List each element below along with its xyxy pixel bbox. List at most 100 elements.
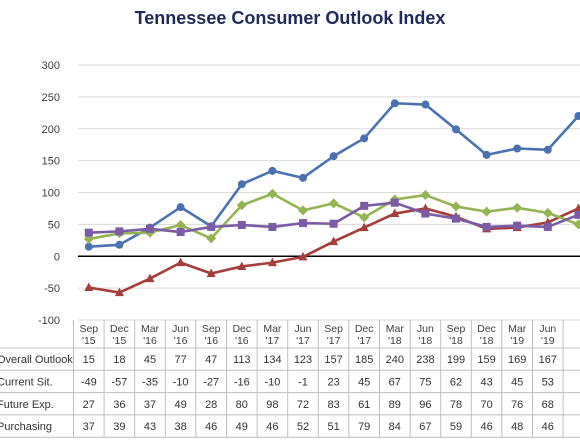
x-tick-label: Jun <box>295 323 312 335</box>
x-tick-label: '16 <box>143 335 157 347</box>
table-cell-value: 59 <box>450 421 462 433</box>
table-cell-value: 75 <box>419 376 431 388</box>
table-cell-value: -10 <box>264 376 280 388</box>
y-tick-label: 250 <box>42 92 60 104</box>
x-tick-label: Mar <box>508 323 527 335</box>
data-point <box>452 125 460 134</box>
x-tick-label: '15 <box>113 335 127 347</box>
table-cell-value: 36 <box>113 399 125 411</box>
x-tick-label: '19 <box>541 335 555 347</box>
table-cell-value: 45 <box>358 376 370 388</box>
data-point <box>329 236 339 246</box>
table-cell-value: 68 <box>542 399 554 411</box>
data-point <box>237 261 247 270</box>
x-tick-label: '18 <box>449 335 463 347</box>
x-tick-label: Dec <box>232 323 251 335</box>
table-cell-value: 27 <box>83 399 95 411</box>
table-cell-value: 28 <box>205 399 217 411</box>
table-cell-value: 61 <box>358 399 370 411</box>
x-tick-label: '19 <box>510 335 524 347</box>
data-point <box>176 203 185 212</box>
data-point <box>267 188 278 199</box>
data-point <box>84 228 93 237</box>
x-tick-label: Sep <box>447 323 466 335</box>
data-point <box>513 144 522 153</box>
table-cell-value: 53 <box>542 376 554 388</box>
y-tick-label: 150 <box>42 156 60 168</box>
x-tick-label: Sep <box>324 323 343 335</box>
data-point <box>268 166 277 175</box>
y-tick-label: 100 <box>42 188 60 200</box>
table-cell-value: 159 <box>477 354 495 366</box>
legend-entry: Purchasing <box>0 421 52 433</box>
y-tick-label: 0 <box>54 251 60 263</box>
data-point <box>360 201 369 210</box>
data-point <box>206 268 216 277</box>
table-cell-value: 199 <box>447 354 465 366</box>
data-point <box>329 219 338 228</box>
table-cell-value: 67 <box>419 421 431 433</box>
table-cell-value: 18 <box>113 354 125 366</box>
table-cell-value: 46 <box>542 421 554 433</box>
data-point <box>421 100 430 109</box>
x-tick-label: '16 <box>204 335 218 347</box>
data-point <box>420 190 431 201</box>
legend-entry: Overall Outlook <box>0 354 73 366</box>
x-tick-label: Jun <box>539 323 556 335</box>
table-cell-value: 48 <box>511 421 523 433</box>
data-point <box>298 205 308 216</box>
table-cell-value: 37 <box>144 399 156 411</box>
data-point <box>543 145 552 154</box>
data-point <box>328 198 339 209</box>
data-point <box>390 198 399 207</box>
table-cell-value: 113 <box>233 354 251 366</box>
table-cell-value: -10 <box>173 376 189 388</box>
table-cell-value: 84 <box>389 421 401 433</box>
x-tick-label: Mar <box>386 323 405 335</box>
data-point <box>574 112 580 120</box>
table-cell-value: 79 <box>358 421 370 433</box>
data-point <box>176 257 186 267</box>
data-point <box>574 210 580 219</box>
data-point <box>360 134 369 143</box>
table-cell-value: 238 <box>416 354 434 366</box>
data-point <box>146 224 154 233</box>
table-cell-value: 72 <box>297 399 309 411</box>
data-point <box>573 219 580 230</box>
table-cell-value: 83 <box>327 399 339 411</box>
table-cell-value: 70 <box>480 399 492 411</box>
table-cell-value: 23 <box>327 376 339 388</box>
x-tick-label: Dec <box>477 323 496 335</box>
table-cell-value: 80 <box>236 399 248 411</box>
table-cell-value: 15 <box>83 354 95 366</box>
data-point <box>421 209 430 218</box>
data-point <box>513 221 522 230</box>
data-point <box>359 222 369 232</box>
x-tick-label: Sep <box>79 323 98 335</box>
table-cell-value: 46 <box>205 421 217 433</box>
table-cell-value: 89 <box>389 399 401 411</box>
data-point <box>390 99 399 108</box>
x-tick-label: '16 <box>174 335 188 347</box>
data-point <box>268 222 277 231</box>
data-point <box>542 207 553 218</box>
data-point <box>482 150 491 159</box>
x-tick-label: '15 <box>82 335 96 347</box>
data-point <box>175 220 186 231</box>
data-point <box>390 208 400 218</box>
x-tick-label: '17 <box>327 335 341 347</box>
data-point <box>482 222 491 231</box>
y-tick-label: 200 <box>42 124 60 136</box>
data-point <box>359 212 370 223</box>
data-point <box>84 242 93 251</box>
table-cell-value: 62 <box>450 376 462 388</box>
legend-entry: Future Exp. <box>0 399 54 411</box>
table-cell-value: 167 <box>539 354 557 366</box>
table-cell-value: -16 <box>234 376 250 388</box>
table-cell-value: -35 <box>142 376 158 388</box>
x-tick-label: '17 <box>357 335 371 347</box>
x-tick-label: '18 <box>388 335 402 347</box>
table-cell-value: -57 <box>111 376 127 388</box>
table-cell-value: 134 <box>263 354 281 366</box>
